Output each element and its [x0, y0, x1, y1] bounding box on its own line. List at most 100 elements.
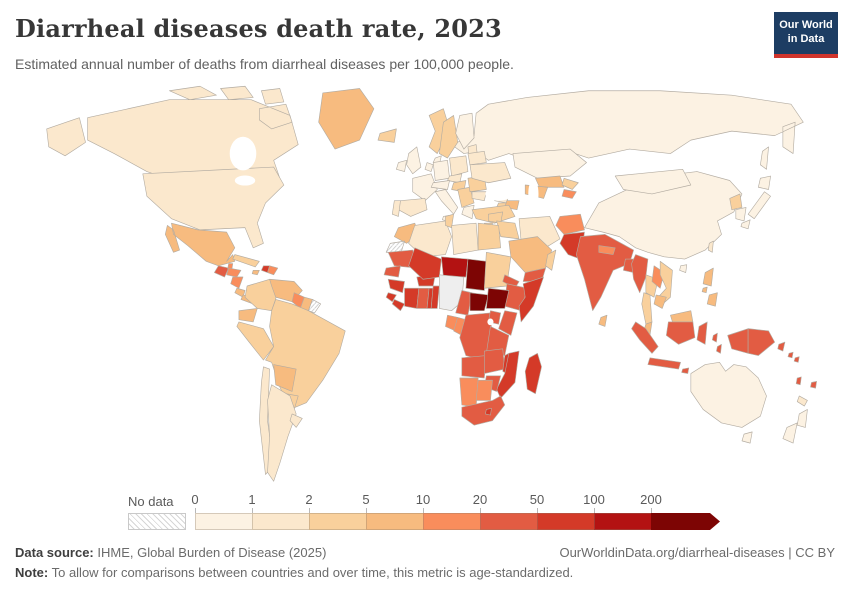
country-philippines	[701, 267, 718, 307]
country-madagascar	[524, 352, 542, 395]
country-botswana	[475, 379, 493, 401]
region-austria-switzerland	[430, 180, 450, 190]
owid-logo-line2: in Data	[787, 33, 825, 45]
country-ukraine	[469, 162, 512, 184]
country-peru	[236, 321, 274, 361]
legend-bin-1-2	[252, 513, 309, 530]
country-benin	[430, 285, 440, 309]
legend-bin-20-50	[480, 513, 537, 530]
owid-logo-line1: Our World	[779, 19, 833, 32]
legend-bin->200	[651, 513, 720, 530]
country-kyrgyzstan	[561, 177, 579, 190]
legend-tick-label: 10	[415, 492, 431, 507]
country-angola	[461, 355, 487, 379]
country-somalia	[518, 276, 544, 323]
country-south-africa	[461, 395, 506, 426]
country-finland	[455, 112, 475, 150]
country-jamaica	[251, 269, 260, 276]
country-new-zealand	[782, 409, 808, 444]
legend-tick-mark	[309, 508, 310, 513]
country-namibia	[459, 377, 479, 408]
country-senegal	[383, 265, 401, 278]
legend-tick-label: 20	[472, 492, 488, 507]
note-text: To allow for comparisons between countri…	[48, 565, 574, 580]
country-tajikistan	[561, 189, 577, 199]
legend-tick-mark	[537, 508, 538, 513]
country-chad	[465, 258, 487, 291]
note-label: Note:	[15, 565, 49, 580]
country-guinea	[387, 278, 405, 294]
country-poland	[449, 155, 469, 177]
country-papua-new-guinea	[747, 328, 786, 356]
data-source-text: IHME, Global Burden of Disease (2025)	[93, 545, 327, 560]
country-russia	[451, 90, 804, 170]
country-norway	[428, 108, 450, 154]
country-egypt	[477, 222, 501, 251]
owid-logo: Our World in Data	[774, 12, 838, 58]
legend-tick-mark	[252, 508, 253, 513]
country-bolivia	[273, 364, 297, 392]
country-greece	[461, 204, 475, 220]
country-sri-lanka	[598, 314, 608, 327]
region-balkans	[457, 186, 475, 208]
legend-bin-50-100	[537, 513, 594, 530]
region-benelux	[424, 162, 434, 172]
country-mali	[408, 247, 442, 280]
country-fiji	[810, 381, 817, 389]
legend-no-data-swatch	[128, 513, 186, 530]
legend-tick-mark	[423, 508, 424, 513]
country-libya	[451, 222, 479, 255]
country-uzbekistan	[535, 175, 565, 188]
country-kenya	[498, 310, 518, 336]
country-cuba	[232, 254, 260, 268]
legend-bin-0-1	[195, 513, 252, 530]
legend-tick-mark	[651, 508, 652, 513]
country-ireland	[396, 159, 407, 172]
country-greenland	[318, 88, 375, 150]
country-argentina	[267, 384, 297, 482]
legend-tick-mark	[594, 508, 595, 513]
legend-tick-label: 100	[583, 492, 605, 507]
country-uruguay	[289, 413, 303, 428]
country-cote-divoire	[404, 287, 420, 309]
country-taiwan	[707, 240, 714, 253]
legend-tick-mark	[195, 508, 196, 513]
country-liberia	[391, 299, 405, 312]
legend-tick-label: 0	[191, 492, 199, 507]
country-spain	[398, 198, 428, 217]
country-dominican-republic	[267, 265, 279, 276]
legend-tick-mark	[366, 508, 367, 513]
country-usa	[46, 117, 285, 249]
world-map-svg	[46, 85, 817, 482]
country-france	[412, 173, 438, 202]
country-cambodia	[653, 294, 667, 309]
legend-tick-label: 50	[529, 492, 545, 507]
country-niger	[441, 256, 469, 278]
country-australia	[690, 361, 767, 444]
country-germany	[432, 159, 450, 181]
legend-bin-5-10	[366, 513, 423, 530]
water-bodies	[229, 136, 539, 326]
country-nepal	[598, 245, 616, 255]
map-legend: No data 0 1 2 5 10 20 50 100 200	[0, 488, 850, 536]
country-india	[576, 234, 634, 312]
country-sierra-leone	[385, 292, 397, 303]
country-mongolia	[614, 168, 692, 195]
country-lesotho	[485, 407, 492, 416]
country-bulgaria	[471, 191, 487, 202]
country-sweden	[439, 115, 459, 159]
country-ecuador	[238, 308, 258, 323]
country-vanuatu	[795, 376, 802, 386]
country-kazakhstan	[512, 148, 587, 179]
country-guatemala	[214, 265, 229, 278]
country-zambia	[483, 348, 506, 374]
country-portugal	[391, 200, 401, 217]
legend-no-data-label: No data	[128, 494, 174, 509]
country-iceland	[377, 128, 397, 143]
country-south-korea	[735, 207, 747, 222]
legend-bin-2-5	[309, 513, 366, 530]
country-south-sudan	[486, 287, 510, 309]
license-link: OurWorldinData.org/diarrheal-diseases | …	[559, 545, 835, 560]
country-honduras	[226, 267, 242, 278]
country-solomon-islands	[787, 351, 800, 363]
